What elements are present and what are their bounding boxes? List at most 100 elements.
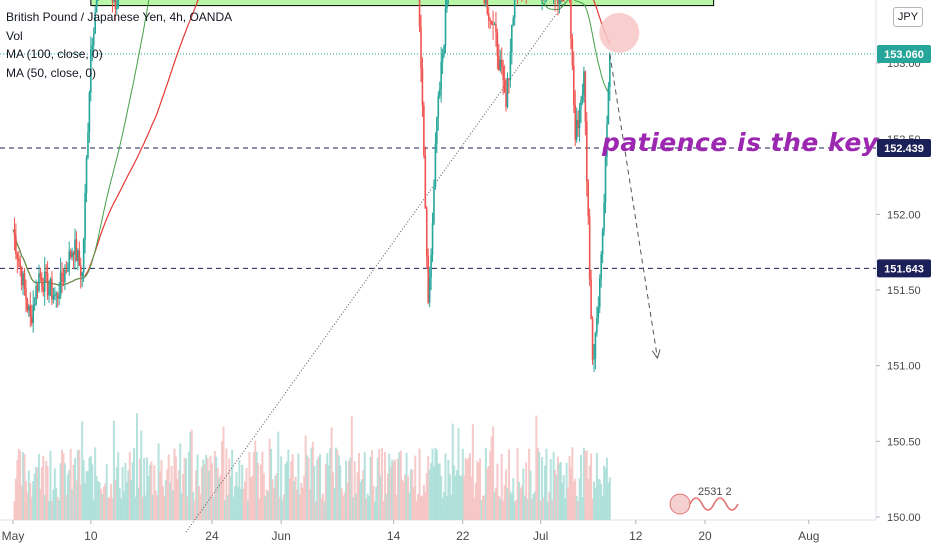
volume-bar	[398, 452, 401, 520]
volume-bar	[443, 491, 446, 520]
volume-bar	[411, 469, 414, 520]
candle-body	[606, 123, 608, 157]
candle-body	[81, 272, 83, 277]
candle-body	[558, 0, 561, 4]
volume-bar	[32, 481, 35, 520]
volume-bar	[176, 478, 179, 520]
candle-body	[51, 279, 53, 300]
candle-body	[66, 270, 69, 272]
volume-bar	[190, 429, 193, 520]
candle-body	[42, 286, 45, 292]
currency-badge[interactable]: JPY	[893, 7, 923, 27]
volume-bar	[63, 463, 66, 520]
volume-bar	[467, 458, 470, 520]
candle-body	[594, 332, 597, 359]
volume-bar	[36, 467, 39, 520]
candle-body	[421, 68, 424, 106]
candle-body	[16, 253, 19, 259]
candle-body	[431, 223, 434, 255]
volume-bar	[516, 448, 519, 520]
volume-bar	[456, 470, 459, 520]
volume-bar	[551, 500, 554, 520]
volume-bar	[238, 459, 241, 520]
volume-bar	[368, 496, 371, 520]
volume-bar	[251, 475, 254, 520]
indicator-ma-50[interactable]: MA (50, close, 0)	[6, 65, 97, 80]
volume-bar	[424, 491, 427, 520]
volume-bar	[587, 478, 590, 520]
volume-bar	[585, 450, 588, 520]
volume-bar	[321, 493, 324, 520]
indicator-ma-100[interactable]: MA (100, close, 0)	[6, 47, 103, 61]
volume-bar	[441, 497, 444, 520]
volume-bar	[362, 469, 365, 520]
volume-bar	[382, 500, 385, 520]
volume-bar	[216, 467, 219, 520]
candle-body	[598, 278, 601, 308]
candlestick-series	[13, 0, 611, 372]
volume-bar	[438, 463, 441, 520]
volume-bar	[437, 463, 440, 520]
volume-bar	[131, 462, 134, 520]
candle-body	[430, 254, 432, 278]
candle-body	[43, 271, 46, 292]
volume-bar	[605, 457, 608, 520]
candle-body	[433, 187, 435, 224]
volume-bar	[192, 491, 195, 520]
volume-bar	[479, 458, 482, 520]
symbol-title[interactable]: British Pound / Japanese Yen, 4h, OANDA	[6, 10, 233, 24]
candle-body	[35, 285, 37, 305]
volume-bar	[301, 487, 304, 520]
volume-bar	[104, 483, 107, 520]
volume-bar	[518, 481, 521, 520]
candle-body	[495, 24, 497, 33]
volume-bar	[291, 454, 294, 520]
volume-bar	[277, 431, 280, 520]
volume-bar	[454, 475, 457, 520]
volume-bar	[219, 475, 222, 520]
volume-bar	[313, 465, 316, 520]
volume-bar	[45, 460, 48, 520]
candle-body	[604, 156, 607, 203]
volume-bar	[284, 464, 287, 520]
volume-bar	[154, 490, 157, 520]
volume-bar	[417, 494, 420, 520]
volume-bar	[473, 497, 476, 520]
candle-body	[82, 239, 85, 273]
volume-bar	[174, 456, 177, 520]
volume-bar	[332, 472, 335, 520]
candle-body	[26, 299, 29, 311]
candle-body	[85, 157, 88, 194]
volume-bar	[120, 498, 123, 520]
candle-body	[437, 95, 440, 118]
volume-bar	[157, 443, 160, 520]
volume-bar	[43, 494, 46, 520]
volume-bar	[68, 469, 71, 520]
volume-bar	[326, 453, 329, 520]
volume-bar	[320, 498, 323, 520]
volume-bar	[327, 465, 330, 520]
volume-bar	[324, 463, 327, 520]
candle-body	[55, 293, 58, 295]
candle-body	[584, 71, 587, 122]
time-axis: May 10 24 Jun 14 22 Jul 12 20 Aug	[0, 519, 876, 543]
volume-bar	[278, 497, 281, 520]
volume-bar	[603, 465, 606, 520]
projection-arrowhead	[651, 349, 661, 360]
candle-body	[29, 305, 32, 317]
volume-bar	[265, 489, 268, 520]
candle-body	[79, 265, 82, 277]
indicator-volume[interactable]: Vol	[6, 28, 23, 43]
volume-bar	[358, 453, 360, 520]
volume-bar	[512, 478, 515, 520]
candle-body	[508, 78, 510, 80]
volume-bar	[205, 454, 208, 520]
volume-bar	[161, 485, 164, 520]
candle-body	[597, 307, 600, 318]
volume-bar	[148, 464, 151, 520]
candle-body	[64, 269, 66, 283]
volume-bar	[40, 467, 43, 520]
volume-bar	[311, 441, 314, 520]
volume-bar	[391, 459, 394, 520]
